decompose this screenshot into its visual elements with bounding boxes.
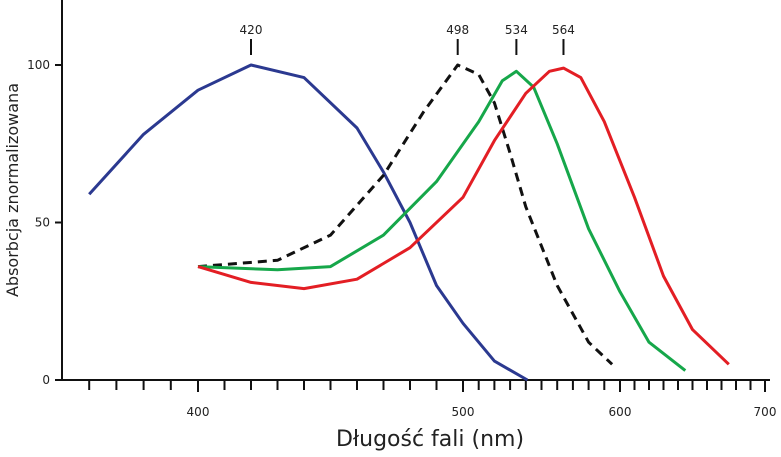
y-tick-label: 50	[35, 216, 50, 230]
x-tick-label: 400	[187, 405, 210, 419]
line-series	[197, 63, 614, 366]
x-tick-label: 700	[754, 405, 777, 419]
y-tick-label: 100	[27, 58, 50, 72]
peak-label: 534	[505, 23, 528, 37]
line-series	[88, 63, 529, 382]
y-axis-label: Absorbcja znormalizowana	[3, 83, 22, 297]
x-axis-label: Długość fali (nm)	[336, 427, 524, 452]
x-tick-label: 500	[452, 405, 475, 419]
peak-label: 420	[240, 23, 263, 37]
line-series	[197, 69, 687, 372]
peak-label: 498	[446, 23, 469, 37]
line-series	[197, 66, 730, 366]
y-tick-label: 0	[42, 373, 50, 387]
peak-label: 564	[552, 23, 575, 37]
x-tick-label: 600	[609, 405, 632, 419]
